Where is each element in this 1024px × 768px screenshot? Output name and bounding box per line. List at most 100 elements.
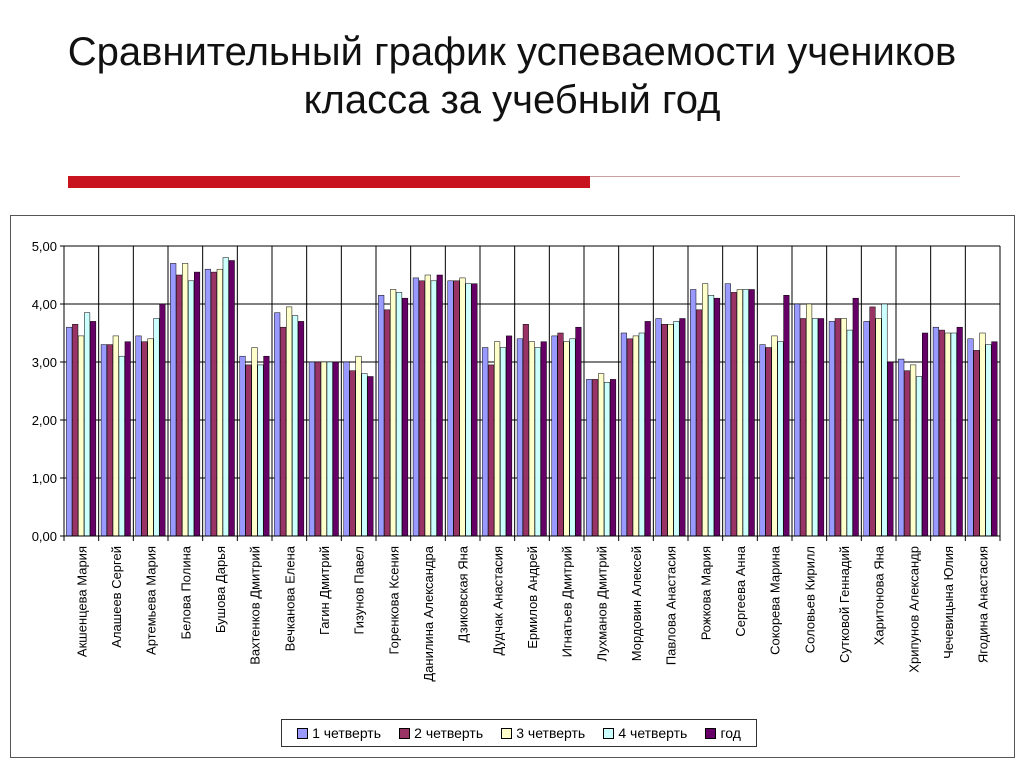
bar (257, 364, 264, 537)
legend-label: 4 четверть (618, 725, 688, 741)
bar (932, 326, 939, 537)
bar (748, 289, 755, 537)
bar (228, 260, 235, 537)
bar (655, 318, 662, 537)
bar (938, 329, 945, 537)
x-category-label: Горенкова Ксения (386, 546, 401, 655)
x-category-label: Дзиковская Яна (456, 545, 471, 642)
bar (453, 280, 460, 537)
x-category-label: Сергеева Анна (733, 545, 748, 636)
legend-item: 2 четверть (399, 725, 483, 741)
bar (626, 338, 633, 537)
legend-label: год (720, 725, 741, 741)
bar (922, 332, 929, 537)
x-category-label: Алашеев Сергей (109, 546, 124, 648)
bar (251, 347, 258, 537)
x-category-label: Вечканова Елена (282, 545, 297, 651)
bar (528, 341, 535, 537)
bar (78, 335, 85, 537)
bar (828, 321, 835, 537)
bar (112, 335, 119, 537)
bar (730, 292, 737, 537)
bar (724, 283, 731, 537)
bar (292, 315, 299, 537)
bar (592, 379, 599, 537)
bar (575, 326, 582, 537)
bar (424, 274, 431, 537)
bar (673, 321, 680, 537)
bar (314, 361, 321, 537)
bar (910, 364, 917, 537)
x-category-label: Соловьев Кирилл (802, 546, 817, 653)
bar (916, 376, 923, 537)
bar (944, 332, 951, 537)
title-divider-line (590, 176, 960, 177)
bar (638, 332, 645, 537)
bar (390, 289, 397, 537)
bar (569, 338, 576, 537)
legend-label: 1 четверть (312, 725, 382, 741)
y-tick-label: 4,00 (32, 297, 57, 312)
x-category-label: Хрипунов Александр (906, 546, 921, 673)
legend-item: 1 четверть (297, 725, 381, 741)
bar (632, 335, 639, 537)
bar (482, 347, 489, 537)
bar (170, 263, 177, 537)
bar (604, 382, 611, 537)
bar (887, 361, 894, 537)
bar (598, 373, 605, 537)
bar (367, 376, 374, 537)
bar (950, 332, 957, 537)
bar (326, 361, 333, 537)
bar (361, 373, 368, 537)
slide-title-line-2: класса за учебный год (303, 78, 721, 122)
legend-swatch (399, 727, 411, 739)
bar (985, 344, 992, 537)
x-category-label: Рожкова Мария (698, 546, 713, 640)
bar (702, 283, 709, 537)
bar (182, 263, 189, 537)
bar (563, 341, 570, 537)
bar (349, 370, 356, 537)
bar (852, 297, 859, 537)
legend-item: 4 четверть (603, 725, 687, 741)
bar (679, 318, 686, 537)
bar (141, 341, 148, 537)
bar (690, 289, 697, 537)
bar (534, 347, 541, 537)
bar (979, 332, 986, 537)
legend-swatch (297, 727, 309, 739)
x-category-label: Ягодина Анастасия (976, 546, 991, 663)
bar (644, 321, 651, 537)
bar (620, 332, 627, 537)
bar (586, 379, 593, 537)
bar (343, 361, 350, 537)
bar (783, 295, 790, 537)
x-category-label: Сокорева Марина (768, 545, 783, 655)
x-category-label: Акшенцева Мария (74, 546, 89, 657)
bar (66, 326, 73, 537)
slide-title: Сравнительный график успеваемости ученик… (0, 28, 1024, 124)
bar (176, 274, 183, 537)
bar (904, 370, 911, 537)
x-category-label: Бушова Дарья (213, 546, 228, 633)
y-tick-label: 5,00 (32, 239, 57, 254)
bar (320, 361, 327, 537)
bar (494, 341, 501, 537)
bar (610, 379, 617, 537)
bar (159, 303, 166, 537)
bar (239, 355, 246, 537)
bar (418, 280, 425, 537)
bar (973, 350, 980, 537)
bar (777, 341, 784, 537)
bar (430, 280, 437, 537)
bar (840, 318, 847, 537)
bar (500, 347, 507, 537)
bar (956, 326, 963, 537)
bar (834, 318, 841, 537)
x-category-label: Сутковой Геннадий (837, 546, 852, 663)
bar (298, 321, 305, 537)
y-tick-label: 2,00 (32, 413, 57, 428)
bar (875, 318, 882, 537)
